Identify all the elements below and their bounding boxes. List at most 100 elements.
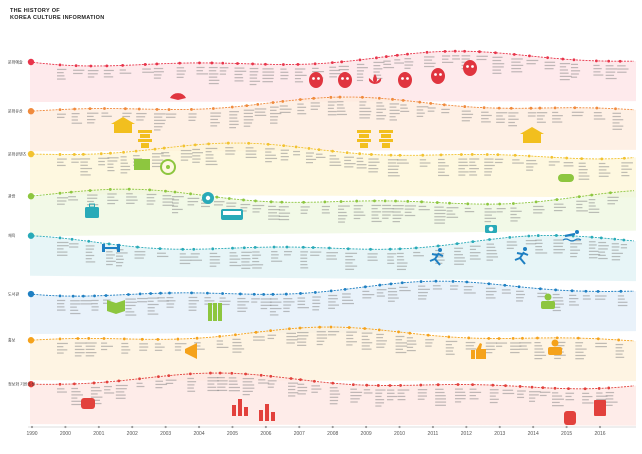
event-text [575,358,584,360]
event-text [552,395,563,397]
year-label: 2010 [394,431,405,437]
event-text [327,110,337,113]
event-text [300,254,307,256]
event-text [249,74,258,76]
event-dot [504,384,507,388]
event-text [219,300,231,302]
event-text [417,398,425,400]
event-text [536,112,548,114]
event-text [598,175,609,177]
event-dot [74,64,78,68]
event-text [280,152,288,155]
event-dot [209,371,212,375]
event-dot [555,336,559,340]
palace-icon [111,117,135,133]
mask-icon-shape [338,72,352,88]
event-text [469,174,478,176]
event-text [454,247,464,249]
event-text [71,403,82,406]
event-text [368,171,378,173]
event-text [210,125,218,127]
event-text [139,349,148,351]
event-text [207,377,219,379]
pagoda-icon [357,130,371,148]
event-text [209,259,220,261]
event-dot [70,237,74,241]
event-text [342,302,355,305]
event-dot [497,337,501,340]
event-text [162,198,175,200]
event-text [70,300,80,302]
year-label: 2015 [561,431,572,437]
event-text [205,151,212,153]
event-dot [609,191,612,195]
event-text [469,388,477,390]
event-text [120,159,127,161]
event-dot [369,153,373,156]
person-icon-body [548,347,562,355]
event-text [147,310,155,312]
event-text [310,251,322,253]
event-text [121,342,129,345]
event-text [387,168,399,170]
event-dot [318,325,322,329]
event-text [484,174,491,176]
year-tick [231,425,234,429]
event-text [434,219,446,221]
event-dot [215,195,219,199]
event-text [116,265,123,267]
event-text [512,159,520,161]
event-text [427,107,436,109]
event-text [154,349,163,351]
year-tick [565,425,568,429]
event-text [350,398,360,400]
event-dot [189,192,192,196]
event-text [375,395,382,398]
event-text [80,171,88,173]
pagoda-icon-roof2 [357,139,371,142]
event-text [484,171,493,173]
event-dot [251,62,255,66]
event-text [425,345,432,347]
event-text [268,209,281,211]
event-dot [242,198,245,202]
event-text [598,248,608,250]
event-text [359,117,370,119]
event-text [535,239,542,241]
event-text [154,116,163,118]
event-text [510,210,522,212]
books-icon-spine [218,303,222,321]
event-dot [311,246,315,249]
event-text [554,341,566,344]
event-text [361,342,373,344]
event-text [329,387,338,389]
event-dot [329,325,333,329]
event-text [278,209,286,211]
event-dot [512,202,515,205]
year-label: 2004 [193,431,204,437]
event-text [171,199,180,201]
event-dot [155,107,159,111]
event-dot [285,245,289,249]
event-text [552,121,563,123]
event-text [271,254,279,256]
event-text [219,70,227,72]
event-text [106,251,113,253]
event-text [486,243,495,245]
event-text [461,55,471,57]
bar-chart-icon-bar2 [265,404,269,421]
event-dot [398,247,402,251]
event-dot [351,383,355,387]
event-text [336,107,345,109]
event-text [155,387,163,389]
track-line [29,234,635,250]
event-text [188,303,197,305]
event-text [161,155,171,157]
event-text [526,63,536,65]
event-text [312,306,320,308]
track-label: 문화예술 [8,59,23,65]
dumbbell-icon-w2 [117,244,120,252]
event-dot [617,338,621,342]
event-text [481,111,489,113]
event-dot [244,372,248,376]
